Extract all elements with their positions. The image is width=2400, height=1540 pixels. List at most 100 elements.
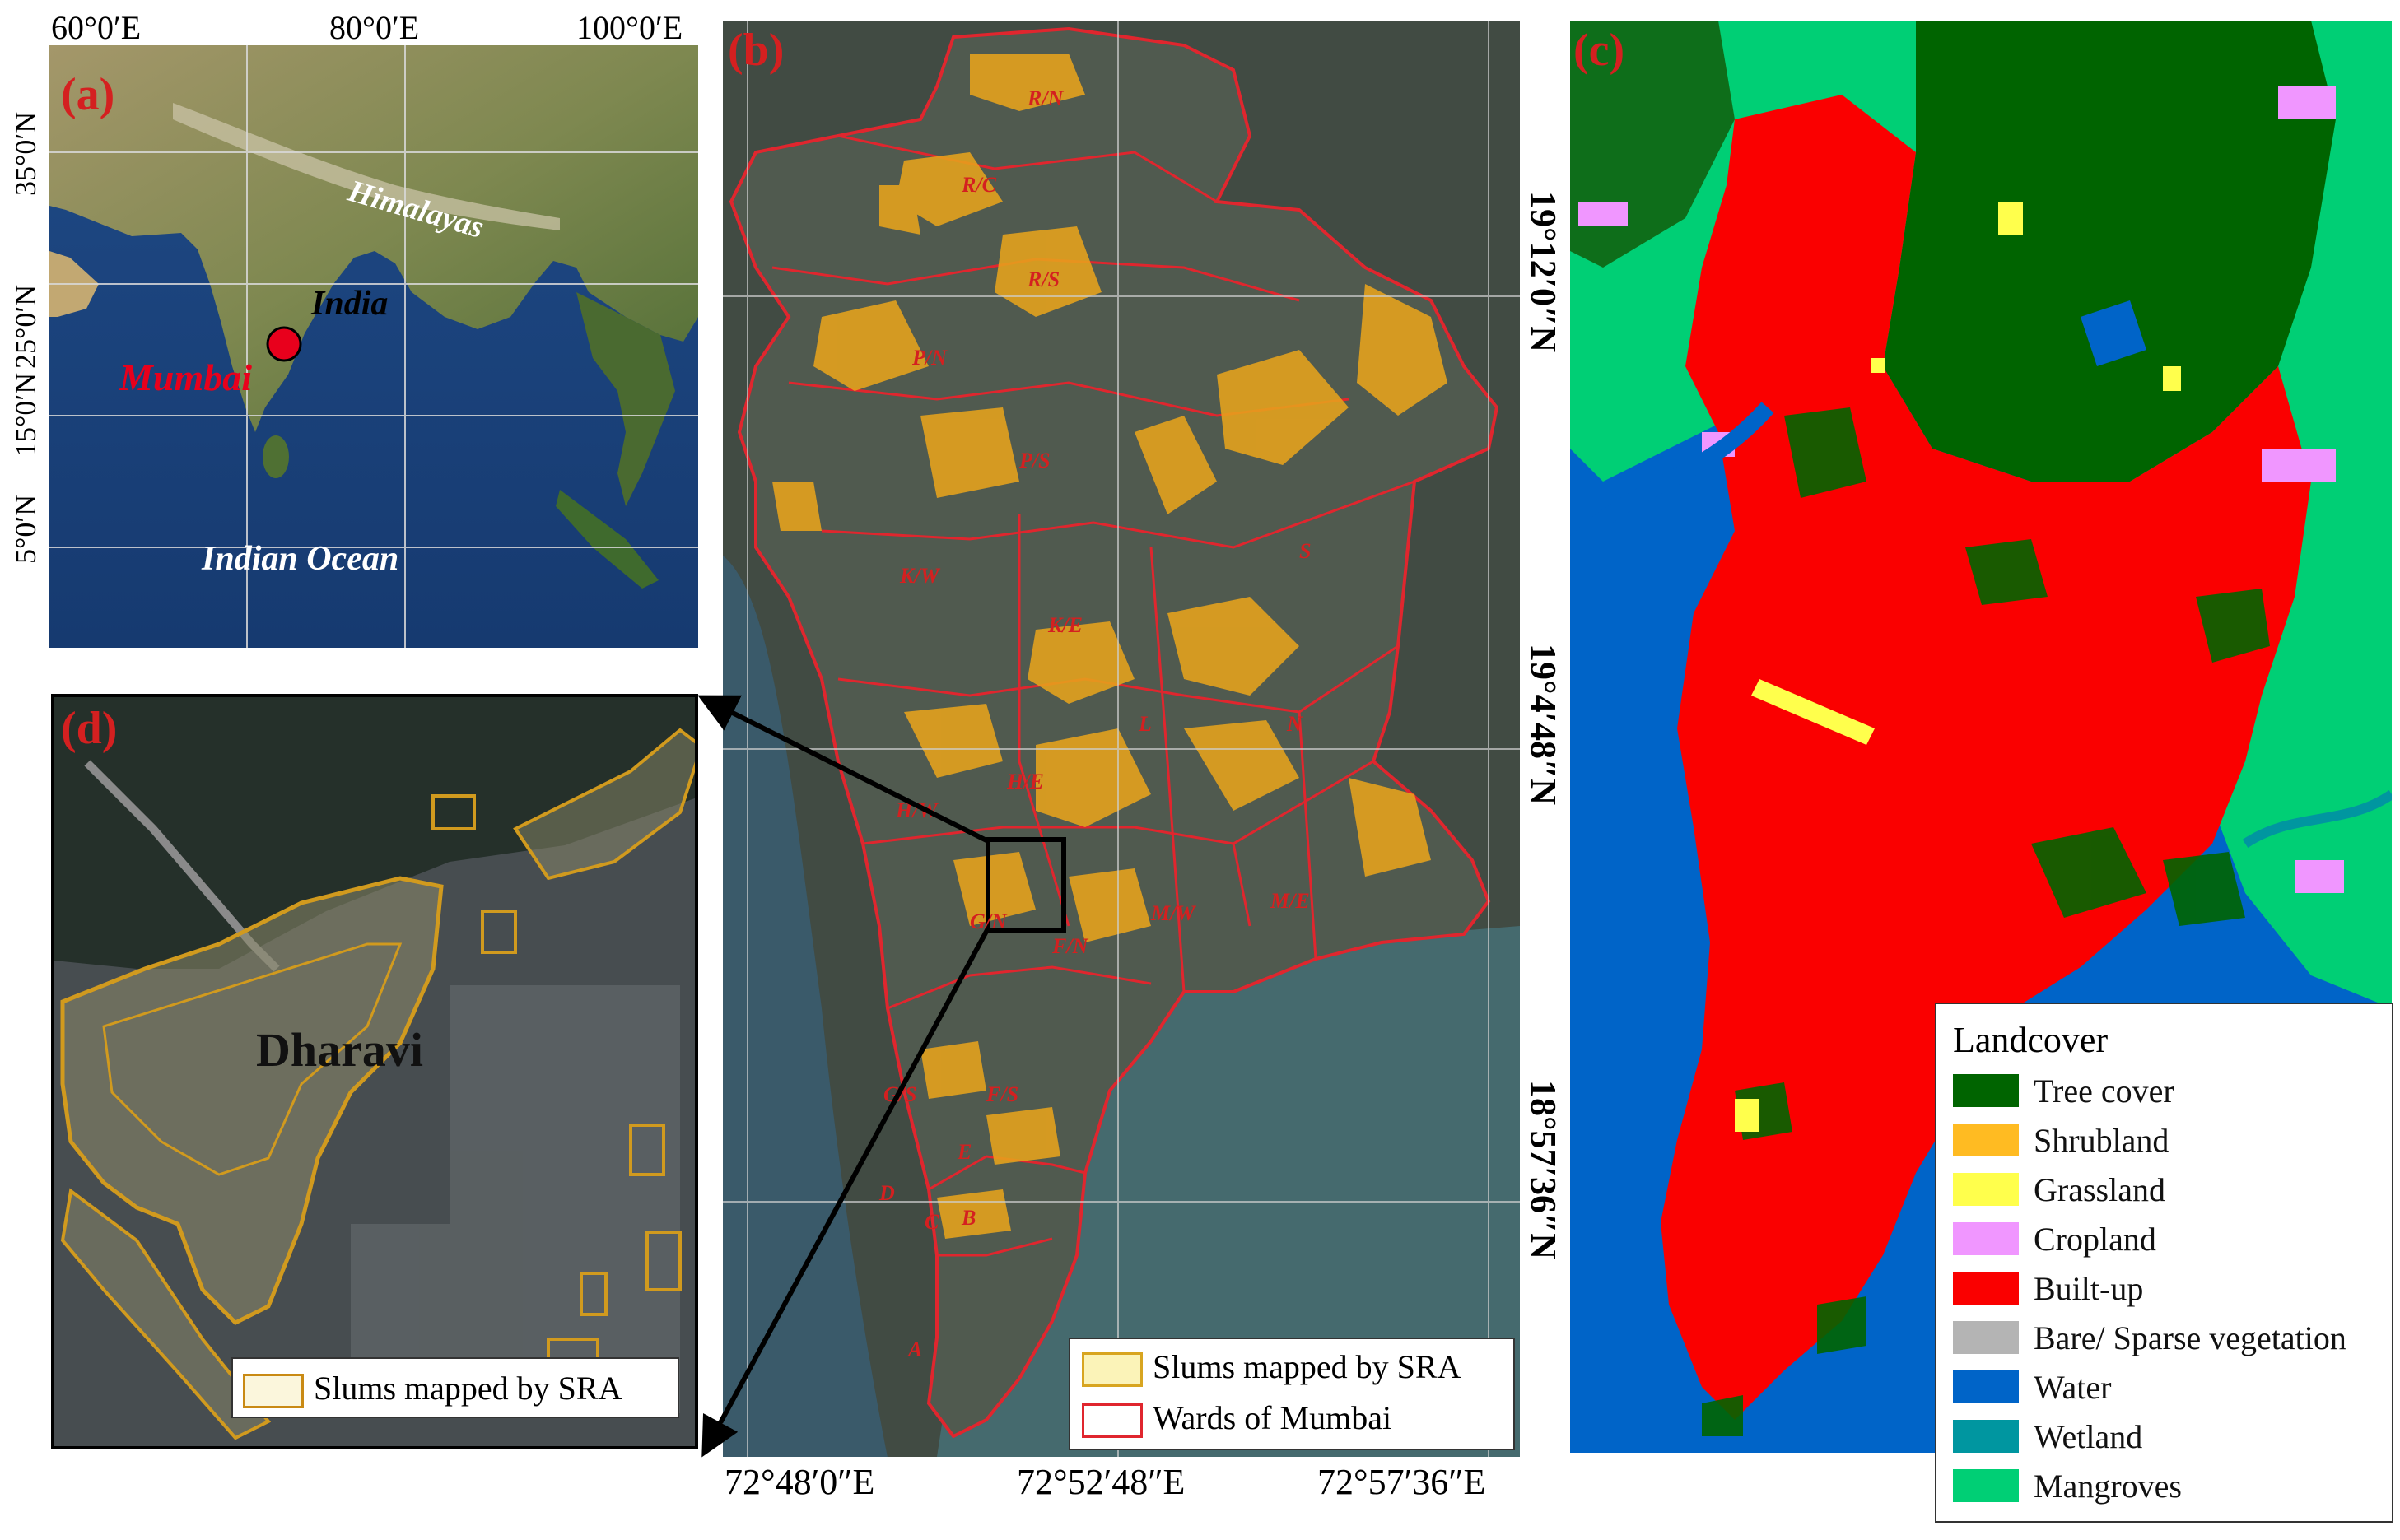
water-lake: [2081, 300, 2146, 366]
dharavi-label: Dharavi: [256, 1023, 423, 1077]
ward-label: B: [962, 1206, 976, 1230]
landcover-legend-title: Landcover: [1953, 1020, 2109, 1060]
mumbai-label: Mumbai: [119, 356, 253, 398]
ward-label: H/W: [896, 798, 938, 822]
panel-d-svg: [54, 697, 695, 1446]
legend-swatch-bare: [1953, 1321, 2019, 1354]
ward-label: D: [879, 1181, 895, 1205]
landcover-legend: Landcover Tree cover Shrubland Grassland…: [1935, 1003, 2393, 1523]
legend-row-water: Water: [1953, 1368, 2112, 1406]
sumatra-landmass: [556, 490, 659, 589]
legend-text-mangroves: Mangroves: [2034, 1467, 2182, 1505]
legend-swatch-tree-cover: [1953, 1074, 2019, 1107]
legend-text-bare: Bare/ Sparse vegetation: [2034, 1319, 2346, 1356]
panel-a-tick-top-3: 100°0′E: [576, 9, 683, 46]
ward-label: E: [958, 1140, 972, 1164]
legend-row-wetland: Wetland: [1953, 1417, 2142, 1455]
panel-b-tick-right-1: 19°12′0″N: [1523, 191, 1563, 353]
legend-text-grassland: Grassland: [2034, 1170, 2165, 1208]
panel-b-tick-right-2: 19°4′48″N: [1523, 644, 1563, 806]
ward-label: R/C: [962, 173, 996, 197]
tree-cover-national-park: [1883, 21, 2336, 482]
ward-label: C: [925, 1210, 939, 1234]
panel-a-tick-left-3: 15°0′N: [9, 372, 42, 457]
asia-landmass: [49, 45, 698, 432]
panel-b-tick-right-3: 18°57′36″N: [1523, 1080, 1563, 1260]
legend-text-shrubland: Shrubland: [2034, 1121, 2169, 1159]
indian-ocean-label: Indian Ocean: [202, 540, 399, 578]
legend-row-bare: Bare/ Sparse vegetation: [1953, 1319, 2346, 1356]
ward-label: F/N: [1052, 934, 1088, 958]
panel-a-tick-top-2: 80°0′E: [329, 9, 420, 46]
legend-wards-swatch: [1082, 1403, 1143, 1438]
mumbai-marker: [266, 326, 302, 362]
ward-label: K/W: [900, 564, 939, 588]
panel-b-tick-bottom-1: 72°48′0″E: [725, 1462, 875, 1502]
wetland-creek: [2242, 790, 2392, 849]
india-label: India: [311, 285, 389, 323]
ward-label: K/E: [1048, 613, 1083, 637]
slum-polygon-ne: [513, 728, 695, 881]
panel-a-tick-left-2: 25°0′N: [9, 284, 42, 369]
ward-label: G/N: [970, 910, 1007, 933]
legend-slums-swatch: [1082, 1352, 1143, 1387]
legend-text-wetland: Wetland: [2034, 1417, 2143, 1455]
panel-b-legend: Slums mapped by SRA Wards of Mumbai: [1069, 1338, 1515, 1450]
legend-text-tree-cover: Tree cover: [2034, 1072, 2174, 1110]
legend-swatch-cropland: [1953, 1222, 2019, 1255]
legend-text-built-up: Built-up: [2034, 1269, 2144, 1307]
legend-swatch-wetland: [1953, 1420, 2019, 1453]
ward-label: R/S: [1028, 268, 1060, 291]
ward-label: A: [908, 1338, 923, 1361]
dharavi-focus-box: [986, 837, 1066, 933]
ward-label: N: [1287, 712, 1303, 736]
ward-label: P/N: [912, 346, 947, 370]
panel-a-tick-top-1: 60°0′E: [51, 9, 142, 46]
panel-c-label: (c): [1573, 25, 1625, 76]
legend-slums-text: Slums mapped by SRA: [1153, 1348, 1461, 1385]
legend-swatch-water: [1953, 1370, 2019, 1403]
legend-row-cropland: Cropland: [1953, 1220, 2156, 1258]
himalaya-band: [173, 103, 560, 230]
ward-label: P/S: [1019, 449, 1051, 472]
panel-d-legend-swatch: [243, 1374, 304, 1408]
ward-label: G/S: [883, 1082, 917, 1106]
ward-label: R/N: [1028, 86, 1064, 110]
ward-label: F/S: [986, 1082, 1019, 1106]
panel-b-svg: [723, 21, 1520, 1457]
slum-polygon-strip: [60, 1188, 272, 1440]
panel-a-label: (a): [61, 69, 115, 120]
dharavi-slum-polygon: [60, 876, 444, 1326]
panel-b-ward-map: (b) R/N R/C R/S P/N P/S K/W K/E S L N H/…: [723, 21, 1520, 1457]
legend-row-mangroves: Mangroves: [1953, 1467, 2182, 1505]
panel-a-tick-left-4: 5°0′N: [9, 494, 42, 564]
panel-d-legend: Slums mapped by SRA: [231, 1357, 679, 1418]
panel-a-regional-map: (a) Himalayas India Mumbai Indian Ocean: [49, 45, 698, 648]
legend-row-built-up: Built-up: [1953, 1269, 2143, 1307]
legend-swatch-built-up: [1953, 1272, 2019, 1305]
dharavi-slum-polygon-inner: [102, 942, 403, 1176]
legend-swatch-grassland: [1953, 1173, 2019, 1206]
panel-d-legend-text: Slums mapped by SRA: [314, 1370, 622, 1407]
panel-d-dharavi-map: (d) Dharavi Slums mapped by SRA: [51, 694, 698, 1449]
panel-b-label: (b): [728, 25, 785, 76]
ward-label: M/E: [1270, 889, 1310, 913]
ward-label: S: [1299, 539, 1312, 563]
legend-row-grassland: Grassland: [1953, 1170, 2165, 1208]
legend-row-tree-cover: Tree cover: [1953, 1072, 2174, 1110]
ward-label: H/E: [1007, 770, 1044, 793]
legend-text-cropland: Cropland: [2034, 1220, 2156, 1258]
panel-b-tick-bottom-3: 72°57′36″E: [1317, 1462, 1486, 1502]
river-channel: [1570, 402, 1774, 554]
ward-label: L: [1139, 712, 1152, 736]
panel-a-svg: [49, 45, 698, 648]
legend-wards-text: Wards of Mumbai: [1153, 1399, 1392, 1436]
southeast-asia-landmass: [576, 292, 675, 506]
ward-label: M/W: [1151, 901, 1195, 925]
panel-b-tick-bottom-2: 72°52′48″E: [1017, 1462, 1186, 1502]
legend-row-shrubland: Shrubland: [1953, 1121, 2169, 1159]
sri-lanka-landmass: [263, 435, 289, 478]
legend-swatch-shrubland: [1953, 1124, 2019, 1156]
panel-a-tick-left-1: 35°0′N: [9, 111, 42, 196]
legend-swatch-mangroves: [1953, 1469, 2019, 1502]
